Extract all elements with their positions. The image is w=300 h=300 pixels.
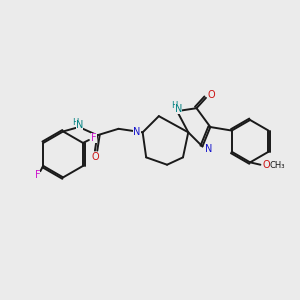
Text: O: O [207, 90, 215, 100]
Text: CH₃: CH₃ [270, 161, 285, 170]
Text: N: N [205, 144, 213, 154]
Text: O: O [91, 152, 99, 162]
Text: N: N [175, 104, 182, 114]
Text: H: H [172, 101, 178, 110]
Text: H: H [72, 118, 79, 127]
Text: N: N [76, 120, 83, 130]
Text: N: N [133, 127, 140, 137]
Text: O: O [262, 160, 270, 170]
Text: F: F [34, 170, 40, 180]
Text: F: F [92, 133, 97, 143]
